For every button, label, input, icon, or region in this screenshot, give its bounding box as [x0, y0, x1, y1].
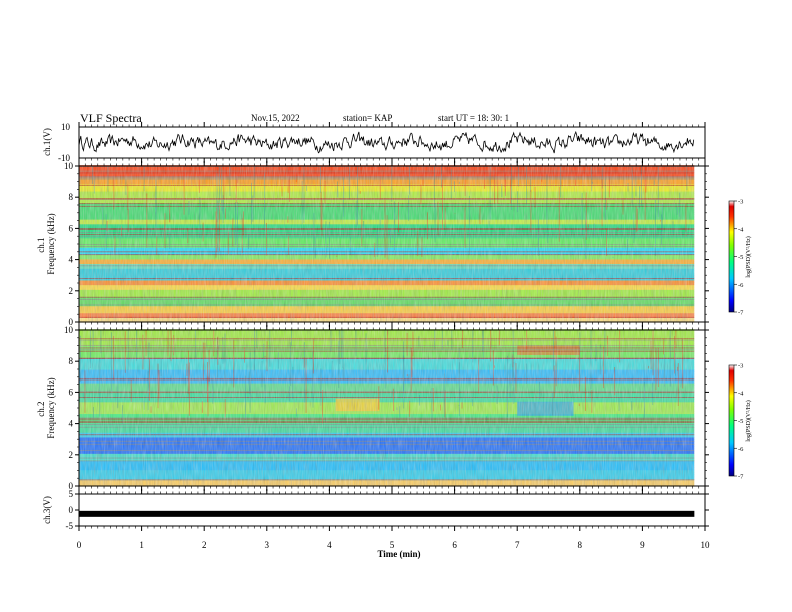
time-tick-label: 0	[77, 540, 82, 550]
ch2-channel-label: ch.2	[36, 402, 46, 417]
time-axis-label: Time (min)	[377, 549, 420, 559]
freq-tick-label: 8	[69, 356, 74, 366]
colorbar-tick-label: -4	[738, 390, 744, 397]
ch1-ytick-label: -10	[58, 153, 70, 163]
ch1-colorbar: log(PSD)(V²/Hz) -3 -4 -5 -6 -7	[728, 199, 752, 317]
time-tick-label: 9	[640, 540, 645, 550]
ch3-waveform-band	[79, 510, 695, 517]
freq-tick-label: 0	[69, 481, 74, 491]
ch3-ytick-label: -5	[66, 521, 74, 531]
ch1-colorbar-label: log(PSD)(V²/Hz)	[745, 236, 752, 277]
time-tick-label: 4	[327, 540, 332, 550]
spectrogram-gap	[694, 330, 705, 486]
spectrogram-texture	[79, 166, 695, 322]
time-tick-label: 3	[265, 540, 270, 550]
time-tick-label: 8	[578, 540, 583, 550]
time-tick-label: 5	[390, 540, 395, 550]
ch2-frequency-label: Frequency (kHz)	[46, 377, 56, 438]
colorbar-tick-label: -4	[738, 226, 744, 233]
ch2-colorbar-label: log(PSD)(V²/Hz)	[745, 400, 752, 441]
colorbar-tick-label: -6	[738, 446, 744, 453]
time-tick-label: 1	[139, 540, 144, 550]
freq-tick-label: 4	[69, 419, 74, 429]
colorbar-tick-label: -5	[738, 418, 743, 425]
freq-tick-label: 2	[69, 286, 74, 296]
colorbar-tick-label: -3	[738, 199, 743, 206]
ch1-channel-label: ch.1	[36, 238, 46, 253]
ch1-yaxis: 10 -10	[58, 122, 71, 163]
ch3-yaxis: 5 0 -5	[66, 489, 709, 531]
time-tick-label: 7	[515, 540, 520, 550]
ch2-spectrogram-panel: 0 2 4 6 8 10 ch.2 Frequency (kHz)	[36, 325, 709, 491]
ch2-freq-axis: 0 2 4 6 8 10	[64, 325, 709, 491]
ch1-spectrogram	[79, 165, 705, 323]
freq-tick-label: 2	[69, 450, 74, 460]
colorbar-tick-label: -7	[738, 474, 744, 481]
station-label: station= KAP	[343, 113, 393, 123]
freq-tick-label: 0	[69, 317, 74, 327]
colorbar-tick-label: -7	[738, 310, 744, 317]
freq-tick-label: 8	[69, 192, 74, 202]
spectrogram-texture	[79, 330, 695, 486]
colorbar-tick-label: -6	[738, 282, 744, 289]
ch1-frequency-label: Frequency (kHz)	[46, 213, 56, 274]
ch2-colorbar: log(PSD)(V²/Hz) -3 -4 -5 -6 -7	[728, 363, 752, 481]
ch3-ytick-label: 0	[69, 505, 74, 515]
ch3-ytick-label: 5	[69, 489, 74, 499]
freq-tick-label: 6	[69, 223, 74, 233]
ch1-waveform-panel: 10 -10 ch.1(V)	[42, 122, 706, 163]
ch1-waveform-line	[78, 130, 695, 154]
chart-title: VLF Spectra	[80, 111, 142, 125]
ch2-freq-ylabel: ch.2 Frequency (kHz)	[36, 377, 56, 438]
ch1-ytick-label: 10	[61, 122, 71, 132]
date-label: Nov.15, 2022	[251, 113, 300, 123]
ch3-waveform-panel: 5 0 -5 ch.3(V)	[42, 489, 709, 531]
time-tick-label: 10	[701, 540, 711, 550]
start-time-label: start UT = 18: 30: 1	[438, 113, 510, 123]
freq-tick-label: 10	[64, 161, 74, 171]
colorbar-tick-label: -3	[738, 363, 743, 370]
spectrogram-gap	[694, 166, 705, 322]
ch3-ylabel: ch.3(V)	[42, 496, 52, 524]
ch1-ylabel: ch.1(V)	[42, 128, 52, 156]
ch1-freq-axis: 0 2 4 6 8 10	[64, 161, 709, 327]
time-tick-label: 2	[202, 540, 207, 550]
freq-tick-label: 6	[69, 387, 74, 397]
time-axis: 0 1 2 3 4 5 6 7 8 9 10	[77, 122, 710, 550]
ch1-freq-ylabel: ch.1 Frequency (kHz)	[36, 213, 56, 274]
ch1-spectrogram-panel: 0 2 4 6 8 10 ch.1 Frequency (kHz)	[36, 161, 709, 327]
freq-tick-label: 4	[69, 255, 74, 265]
colorbar-tick-label: -5	[738, 254, 743, 261]
freq-tick-label: 10	[64, 325, 74, 335]
ch2-spectrogram	[79, 329, 705, 487]
time-tick-label: 6	[452, 540, 457, 550]
